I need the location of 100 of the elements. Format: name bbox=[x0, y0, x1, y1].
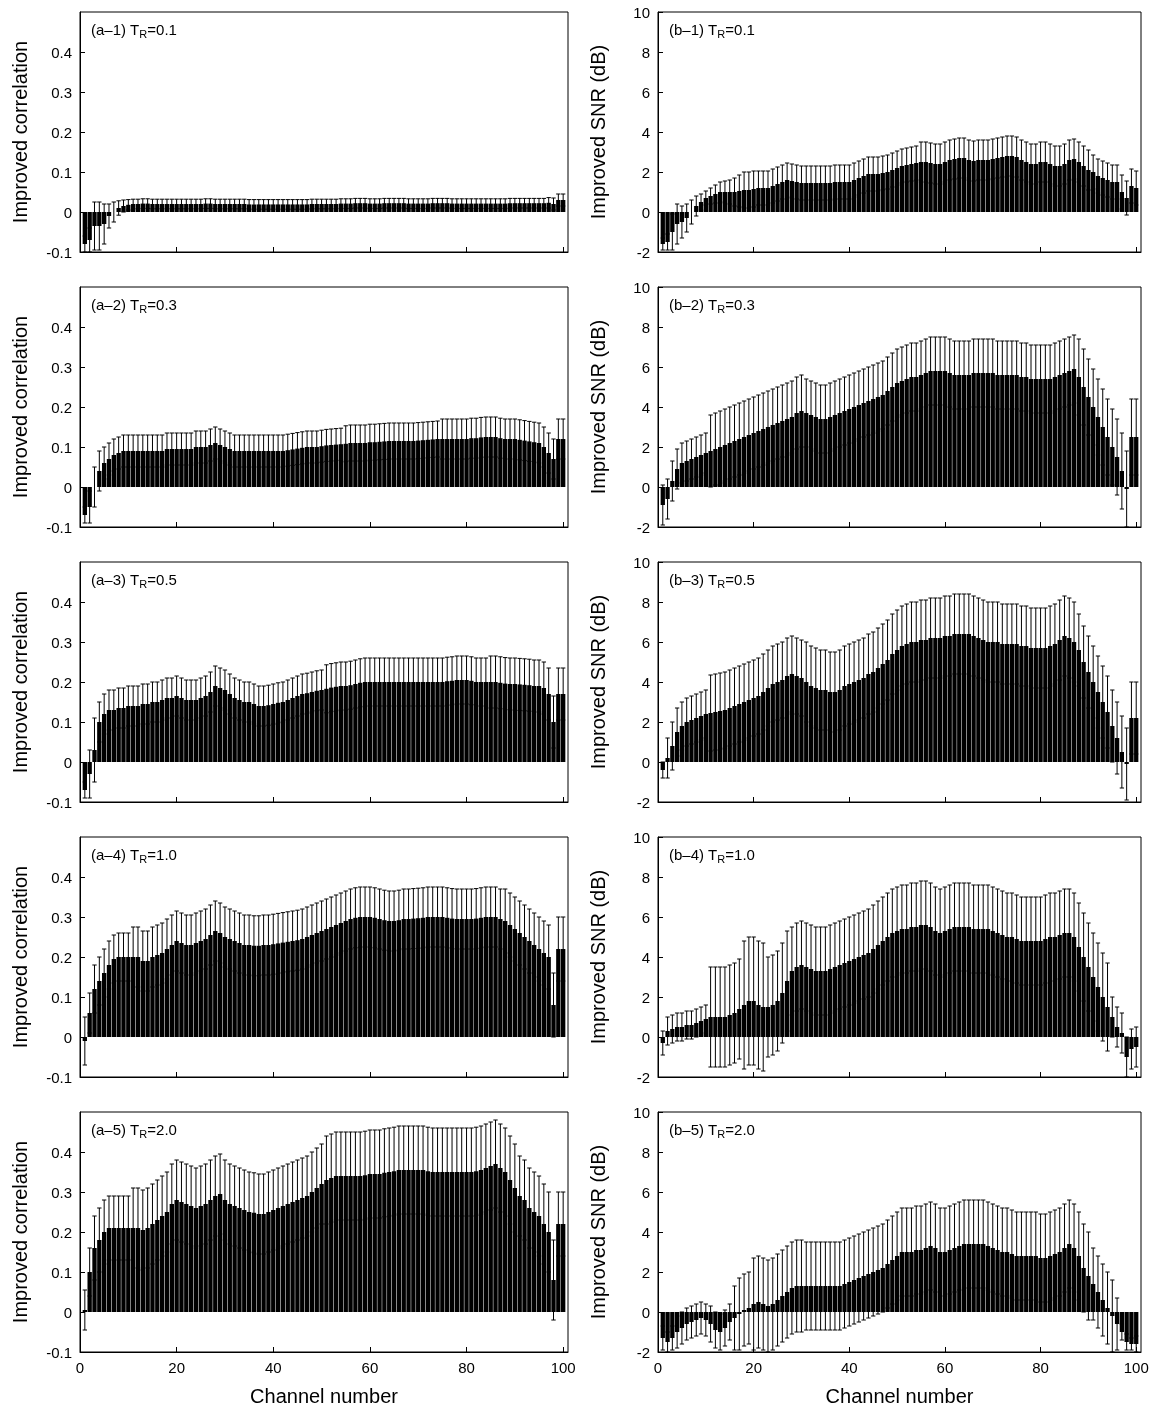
y-tick-label: 0.2 bbox=[51, 123, 72, 141]
y-tick-label: 2 bbox=[641, 713, 650, 731]
x-tick-label: 60 bbox=[361, 1359, 379, 1376]
y-tick-label: -0.1 bbox=[46, 1068, 72, 1086]
y-tick-label: -2 bbox=[636, 1068, 650, 1086]
y-axis-title: Improved correlation bbox=[9, 315, 31, 499]
y-tick-label: 2 bbox=[641, 163, 650, 181]
y-axis-title: Improved correlation bbox=[9, 1140, 31, 1324]
y-tick-label: 6 bbox=[641, 1183, 650, 1201]
y-tick-label: 8 bbox=[641, 43, 650, 61]
y-tick-label: 2 bbox=[641, 438, 650, 456]
y-tick-label: 8 bbox=[641, 868, 650, 886]
y-tick-label: 0.4 bbox=[51, 593, 72, 611]
y-tick-label: 4 bbox=[641, 673, 650, 691]
y-tick-label: 10 bbox=[633, 1103, 650, 1121]
y-tick-label: 0 bbox=[63, 478, 72, 496]
x-tick-label: 80 bbox=[1032, 1359, 1049, 1376]
y-tick-label: 10 bbox=[633, 278, 650, 296]
y-axis-title: Improved correlation bbox=[9, 40, 31, 224]
y-tick-label: 0 bbox=[641, 478, 650, 496]
y-tick-label: 4 bbox=[641, 123, 650, 141]
y-tick-label: 0.2 bbox=[51, 398, 72, 416]
y-tick-label: 0 bbox=[63, 203, 72, 221]
y-tick-label: -0.1 bbox=[46, 243, 72, 261]
y-tick-label: 0.1 bbox=[51, 1263, 72, 1281]
y-tick-label: 0.4 bbox=[51, 43, 72, 61]
bar bbox=[338, 203, 344, 212]
y-tick-label: 10 bbox=[633, 828, 650, 846]
y-tick-label: 0.3 bbox=[51, 358, 72, 376]
y-tick-label: 0.3 bbox=[51, 83, 72, 101]
x-tick-label: 100 bbox=[550, 1359, 576, 1376]
y-axis-title: Improved SNR (dB) bbox=[587, 44, 609, 220]
y-tick-label: 0.4 bbox=[51, 868, 72, 886]
y-tick-label: 6 bbox=[641, 633, 650, 651]
y-tick-label: 0 bbox=[63, 753, 72, 771]
bar bbox=[420, 203, 426, 212]
bar bbox=[541, 203, 547, 212]
bar bbox=[396, 203, 402, 212]
x-tick-label: 100 bbox=[1123, 1359, 1149, 1376]
y-tick-label: -0.1 bbox=[46, 1343, 72, 1361]
y-tick-label: 0 bbox=[641, 1028, 650, 1046]
x-tick-label: 60 bbox=[936, 1359, 954, 1376]
x-tick-label: 0 bbox=[653, 1359, 663, 1376]
y-tick-label: 0 bbox=[63, 1028, 72, 1046]
y-tick-label: 10 bbox=[633, 553, 650, 571]
y-tick-label: 4 bbox=[641, 948, 650, 966]
y-tick-label: 8 bbox=[641, 593, 650, 611]
bar bbox=[367, 203, 373, 212]
y-tick-label: 0 bbox=[641, 753, 650, 771]
y-tick-label: 8 bbox=[641, 318, 650, 336]
x-tick-label: 40 bbox=[264, 1359, 282, 1376]
y-tick-label: 2 bbox=[641, 1263, 650, 1281]
y-tick-label: 0.4 bbox=[51, 1143, 72, 1161]
bar bbox=[478, 203, 484, 212]
y-tick-label: 4 bbox=[641, 398, 650, 416]
y-tick-label: 0.3 bbox=[51, 908, 72, 926]
bar bbox=[425, 203, 431, 212]
y-tick-label: 0.2 bbox=[51, 673, 72, 691]
y-tick-label: -2 bbox=[636, 1343, 650, 1361]
y-axis-title: Improved correlation bbox=[9, 865, 31, 1049]
y-tick-label: 10 bbox=[633, 3, 650, 21]
y-tick-label: 6 bbox=[641, 358, 650, 376]
y-tick-label: 0.1 bbox=[51, 988, 72, 1006]
y-tick-label: 4 bbox=[641, 1223, 650, 1241]
y-axis-title: Improved SNR (dB) bbox=[587, 1144, 609, 1320]
x-tick-label: 0 bbox=[75, 1359, 85, 1376]
x-tick-label: 20 bbox=[745, 1359, 762, 1376]
y-tick-label: 0.1 bbox=[51, 163, 72, 181]
x-tick-label: 80 bbox=[458, 1359, 475, 1376]
y-tick-label: 0 bbox=[63, 1303, 72, 1321]
x-tick-label: 20 bbox=[168, 1359, 185, 1376]
y-tick-label: -2 bbox=[636, 243, 650, 261]
bar bbox=[449, 203, 455, 212]
y-axis-title: Improved SNR (dB) bbox=[587, 594, 609, 770]
y-axis-title: Improved SNR (dB) bbox=[587, 869, 609, 1045]
y-axis-title: Improved correlation bbox=[9, 590, 31, 774]
y-tick-label: 6 bbox=[641, 908, 650, 926]
y-tick-label: -2 bbox=[636, 518, 650, 536]
x-tick-label: 40 bbox=[840, 1359, 858, 1376]
y-tick-label: 0 bbox=[641, 1303, 650, 1321]
y-tick-label: 0.4 bbox=[51, 318, 72, 336]
y-tick-label: 2 bbox=[641, 988, 650, 1006]
y-tick-label: 0.3 bbox=[51, 1183, 72, 1201]
bar bbox=[536, 203, 542, 212]
y-tick-label: 0.1 bbox=[51, 713, 72, 731]
bar bbox=[362, 203, 368, 212]
y-tick-label: 6 bbox=[641, 83, 650, 101]
bar bbox=[391, 203, 397, 212]
y-tick-label: 0 bbox=[641, 203, 650, 221]
y-tick-label: 0.1 bbox=[51, 438, 72, 456]
x-axis-title: Channel number bbox=[250, 1385, 399, 1407]
y-tick-label: 0.3 bbox=[51, 633, 72, 651]
bar bbox=[483, 203, 489, 212]
x-axis-title: Channel number bbox=[825, 1385, 974, 1407]
y-tick-label: 0.2 bbox=[51, 1223, 72, 1241]
y-axis-title: Improved SNR (dB) bbox=[587, 319, 609, 495]
y-tick-label: -0.1 bbox=[46, 518, 72, 536]
y-tick-label: -0.1 bbox=[46, 793, 72, 811]
y-tick-label: 0.2 bbox=[51, 948, 72, 966]
bar bbox=[507, 203, 513, 212]
